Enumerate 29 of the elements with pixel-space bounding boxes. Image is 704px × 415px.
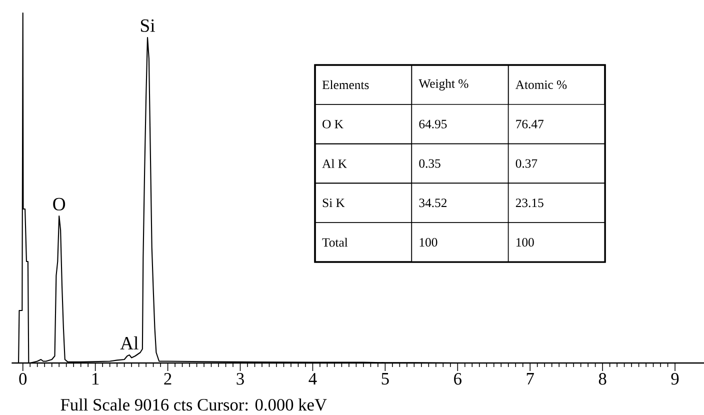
x-tick-label: 9 (671, 373, 679, 385)
x-tick-label: 4 (308, 373, 317, 384)
x-tick-label: Atomic % (515, 80, 567, 90)
x-tick-label: 8 (598, 373, 606, 385)
data-label: 0.37 (516, 159, 538, 168)
text: Full Scale 9016 cts Cursor: 0.000 keV (60, 398, 327, 411)
y-tick-label: Si K (322, 198, 345, 208)
annotation: O (53, 198, 66, 210)
annotation: Al (120, 336, 138, 350)
x-tick-label: 6 (454, 373, 462, 385)
x-tick-label: 7 (526, 373, 534, 384)
data-label: 23.15 (516, 198, 544, 208)
data-label: 100 (516, 238, 534, 247)
x-tick-label: Weight % (418, 78, 468, 90)
data-label: 76.47 (516, 120, 544, 128)
x-tick-label: 5 (382, 373, 389, 385)
annotation: Si (140, 19, 155, 32)
data-label: 100 (420, 238, 438, 247)
y-tick-label: Al K (322, 159, 347, 168)
y-tick-label: O K (322, 120, 344, 128)
x-tick-label: 2 (164, 373, 172, 385)
y-axis-title: Elements (322, 80, 369, 90)
x-tick-label: 1 (92, 373, 99, 384)
data-label: 34.52 (419, 198, 447, 208)
data-label: 64.95 (419, 120, 447, 128)
x-tick-label: 0 (19, 373, 27, 385)
x-tick-label: 3 (236, 373, 244, 385)
data-label: 0.35 (419, 159, 440, 168)
y-tick-label: Total (322, 238, 348, 247)
